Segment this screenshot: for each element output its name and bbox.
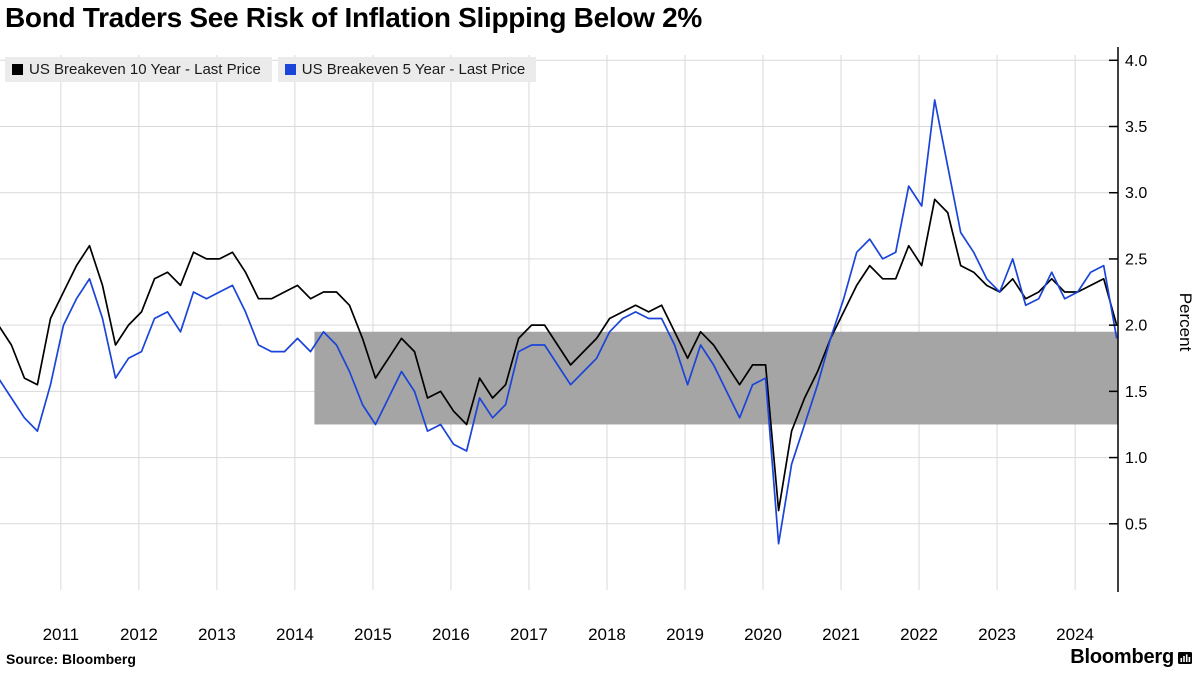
legend-item-5y: US Breakeven 5 Year - Last Price [277,57,537,82]
series-line-1 [0,99,1118,545]
x-tick-label: 2015 [354,625,392,644]
bloomberg-wordmark: Bloomberg [1070,646,1174,668]
source-text: Source: Bloomberg [6,651,136,667]
y-tick-label: 2.5 [1125,251,1147,268]
bloomberg-mark-icon [1178,651,1192,664]
x-tick-label: 2014 [276,625,314,644]
y-axis-title: Percent [1176,293,1195,352]
legend-swatch [12,64,23,75]
legend-label-5y: US Breakeven 5 Year - Last Price [301,61,526,78]
x-tick-label: 2021 [822,625,860,644]
x-tick-label: 2024 [1056,625,1094,644]
y-tick-label: 3.5 [1125,119,1147,136]
legend-item-10y: US Breakeven 10 Year - Last Price [5,57,272,82]
x-tick-label: 2012 [120,625,158,644]
x-tick-label: 2020 [744,625,782,644]
y-tick-label: 2.0 [1125,318,1147,335]
series-line-0 [0,198,1118,512]
y-tick-label: 1.0 [1125,450,1147,467]
chart-title: Bond Traders See Risk of Inflation Slipp… [5,2,702,33]
x-tick-label: 2019 [666,625,704,644]
chart-legend: US Breakeven 10 Year - Last Price US Bre… [5,57,537,82]
x-tick-label: 2017 [510,625,548,644]
x-tick-label: 2023 [978,625,1016,644]
legend-swatch [284,64,296,75]
x-tick-label: 2022 [900,625,938,644]
x-tick-label: 2013 [198,625,236,644]
y-tick-label: 0.5 [1125,516,1147,533]
target-band [314,331,1119,425]
y-tick-label: 3.0 [1125,185,1147,202]
y-tick-label: 4.0 [1125,53,1147,70]
x-tick-label: 2011 [43,625,80,644]
x-tick-label: 2016 [432,625,470,644]
y-tick-label: 1.5 [1125,384,1147,401]
bloomberg-logo: Bloomberg [1070,646,1192,669]
x-tick-label: 2018 [588,625,626,644]
legend-label-10y: US Breakeven 10 Year - Last Price [29,61,261,78]
